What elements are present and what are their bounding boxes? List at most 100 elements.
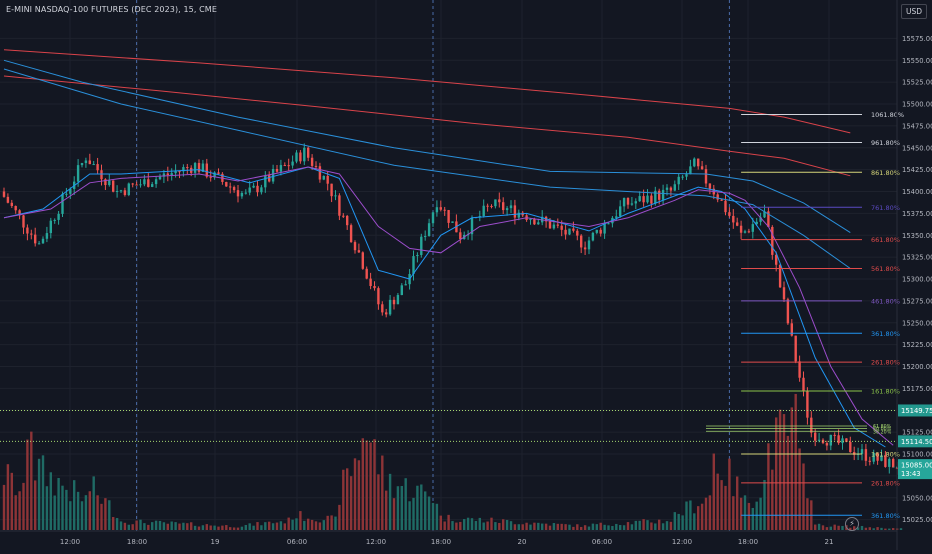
volume-bar [474,521,478,530]
y-tick-label: 15425.00 [902,166,932,174]
candle-body [424,236,427,238]
volume-bar [466,517,470,530]
volume-bar [642,519,645,530]
x-tick-label: 12:00 [60,538,80,546]
candle-body [505,208,509,211]
candle-body [603,223,606,234]
candle-body [451,221,454,223]
candle-body [595,229,598,233]
volume-bar [186,523,189,530]
volume-bar [127,524,130,530]
volume-bar [256,522,259,530]
volume-bar [650,522,653,530]
y-tick-label: 15200.00 [902,363,932,371]
volume-bar [728,458,731,530]
lightning-icon[interactable]: ⚡ [845,517,859,531]
volume-bar [400,485,403,530]
volume-bar [697,506,700,530]
volume-bar [96,495,99,530]
candle-body [131,183,134,185]
volume-bar [307,518,310,530]
candle-body [689,166,692,175]
candle-body [615,216,618,218]
candle-body [607,223,610,225]
candle-body [322,175,325,180]
volume-bar [876,527,879,530]
volume-bar [330,515,333,530]
volume-bar [743,495,747,530]
candle-body [576,230,579,236]
candle-body [178,171,181,173]
volume-bar [790,407,793,530]
volume-bar [486,521,489,530]
candle-body [135,184,138,186]
candle-body [560,225,563,230]
volume-bar [626,522,630,530]
candle-body [630,203,634,205]
candle-body [65,193,68,195]
candle-body [817,439,821,441]
candle-body [825,443,829,446]
y-tick-label: 15500.00 [902,101,932,109]
candle-body [755,221,758,225]
candle-body [193,163,197,173]
candle-body [361,252,364,269]
volume-bar [225,525,228,530]
volume-bar [53,495,56,530]
y-tick-label: 15475.00 [902,122,932,130]
volume-bar [439,515,442,530]
currency-button[interactable]: USD [901,4,927,19]
volume-bar [34,480,37,530]
candle-body [786,299,790,324]
current-price-label: 15085.00 [901,462,932,470]
volume-bar [112,517,115,530]
candle-body [490,206,493,208]
volume-bar [408,501,411,530]
fib-level-label: 761.80% [871,204,900,212]
volume-bar [49,472,52,530]
price-tag [898,435,932,448]
volume-bar [712,453,715,530]
candle-body [622,198,626,207]
candle-body [658,190,661,200]
fib-retrace-label: 38.20% [873,429,892,435]
candle-body [837,435,840,444]
volume-bar [564,524,567,530]
volume-bar [205,524,208,530]
volume-bar [560,523,563,530]
candle-body [330,183,333,197]
price-tag-label: 15149.75 [901,407,932,415]
volume-bar [755,501,758,530]
candle-body [256,185,259,193]
candle-body [377,288,380,305]
volume-bar [73,480,76,530]
volume-bar [533,522,536,530]
volume-bar [88,491,91,530]
candle-body [307,147,310,158]
candle-body [353,242,357,251]
volume-bar [291,519,294,530]
volume-bar [365,440,368,530]
volume-bar [716,473,719,530]
candle-body [346,215,349,226]
volume-bar [18,491,21,530]
candle-body [365,268,368,279]
candle-body [790,323,793,336]
x-tick-label: 18:00 [127,538,147,546]
volume-bar [494,522,497,530]
volume-bar [217,526,220,530]
volume-bar [700,503,704,530]
volume-bar [856,527,860,530]
candle-body [665,187,669,190]
candle-body [646,195,649,203]
candle-body [349,225,353,243]
volume-bar [349,476,353,530]
candle-body [143,179,146,185]
candle-body [151,184,154,187]
volume-bar [634,520,637,530]
volume-bar [22,482,25,530]
fib-retrace-label: 50.00% [873,427,892,433]
candle-body [638,196,641,202]
